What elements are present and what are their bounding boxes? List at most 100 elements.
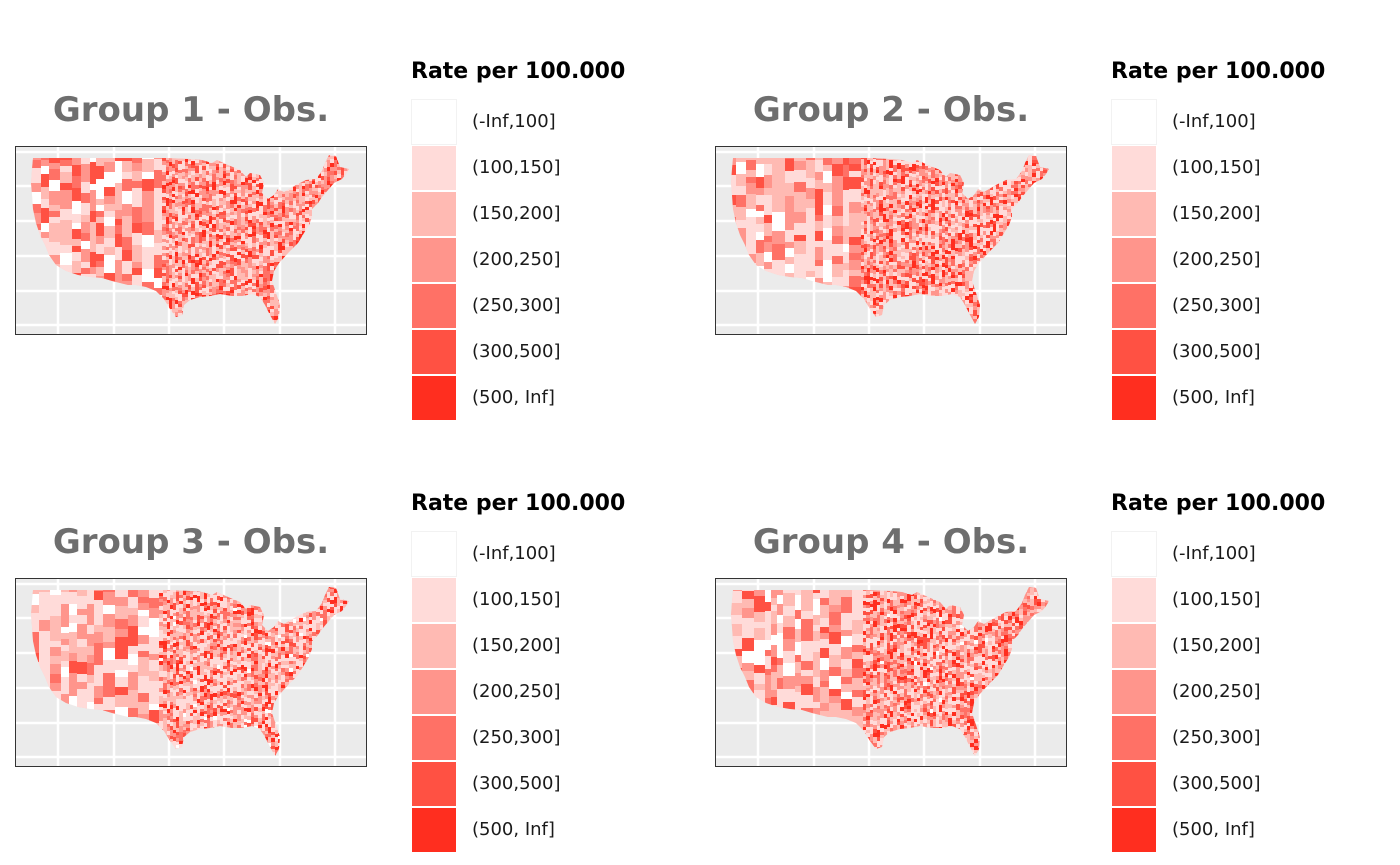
county: [305, 229, 310, 234]
county: [315, 297, 319, 301]
county: [285, 237, 290, 241]
county: [870, 291, 874, 295]
county: [182, 256, 186, 261]
county: [873, 308, 877, 312]
county: [912, 171, 917, 175]
county: [309, 226, 313, 230]
county: [182, 207, 186, 212]
county: [916, 184, 920, 188]
county: [41, 296, 50, 308]
county: [327, 277, 331, 281]
county: [922, 176, 926, 180]
county: [823, 155, 833, 166]
county: [928, 296, 932, 300]
county: [270, 157, 275, 162]
county: [864, 214, 868, 218]
county: [889, 316, 894, 320]
county: [955, 286, 959, 291]
county: [312, 235, 316, 239]
county: [893, 155, 898, 158]
county: [873, 165, 877, 170]
county: [327, 188, 331, 193]
county: [270, 202, 275, 206]
county: [864, 318, 868, 322]
county: [202, 288, 207, 292]
county: [234, 280, 238, 285]
county: [299, 237, 303, 242]
county: [162, 264, 167, 268]
county: [876, 236, 880, 241]
county: [965, 171, 970, 175]
county: [327, 273, 331, 278]
county: [237, 219, 242, 224]
county: [259, 306, 264, 311]
county: [897, 190, 902, 195]
county: [876, 207, 880, 211]
county: [318, 311, 322, 315]
county: [299, 197, 303, 201]
county: [212, 207, 217, 211]
county: [299, 156, 303, 161]
county: [285, 197, 290, 201]
county: [909, 236, 913, 240]
county: [330, 249, 335, 253]
county: [182, 282, 186, 287]
county: [175, 293, 179, 298]
county: [142, 247, 155, 257]
county: [337, 156, 342, 161]
county: [219, 160, 224, 164]
county: [278, 259, 283, 263]
county: [901, 273, 906, 278]
county: [270, 231, 275, 236]
county: [219, 245, 224, 250]
county: [962, 252, 966, 257]
county: [175, 231, 179, 236]
county: [237, 279, 242, 283]
county: [256, 181, 260, 185]
county: [893, 236, 898, 241]
county: [321, 204, 325, 208]
county: [756, 260, 765, 267]
county: [241, 199, 246, 203]
county: [886, 269, 890, 273]
county: [293, 163, 297, 167]
county: [873, 212, 877, 217]
county: [942, 255, 946, 260]
county: [302, 196, 306, 200]
county: [312, 211, 316, 216]
county: [299, 230, 303, 235]
county: [873, 298, 877, 302]
county: [191, 207, 196, 211]
county: [958, 155, 963, 158]
county: [321, 301, 325, 306]
county: [736, 228, 747, 238]
county: [206, 308, 210, 313]
county: [172, 174, 176, 178]
county: [867, 156, 871, 161]
county: [191, 155, 196, 158]
county: [928, 220, 932, 225]
county: [945, 197, 949, 201]
county: [309, 173, 313, 178]
county: [122, 300, 133, 313]
county: [942, 252, 946, 256]
county: [199, 269, 203, 274]
county: [867, 168, 871, 172]
county: [909, 246, 913, 250]
county: [72, 239, 82, 247]
county: [299, 191, 303, 195]
county: [72, 317, 82, 324]
county: [178, 260, 183, 265]
county: [318, 234, 322, 238]
county: [175, 175, 179, 179]
county: [928, 305, 932, 309]
county: [209, 268, 213, 272]
county: [252, 192, 257, 196]
county: [248, 275, 253, 280]
county: [115, 269, 123, 277]
county: [321, 285, 325, 290]
county: [942, 159, 946, 163]
county: [861, 156, 865, 160]
county: [245, 315, 249, 320]
county: [886, 317, 890, 321]
